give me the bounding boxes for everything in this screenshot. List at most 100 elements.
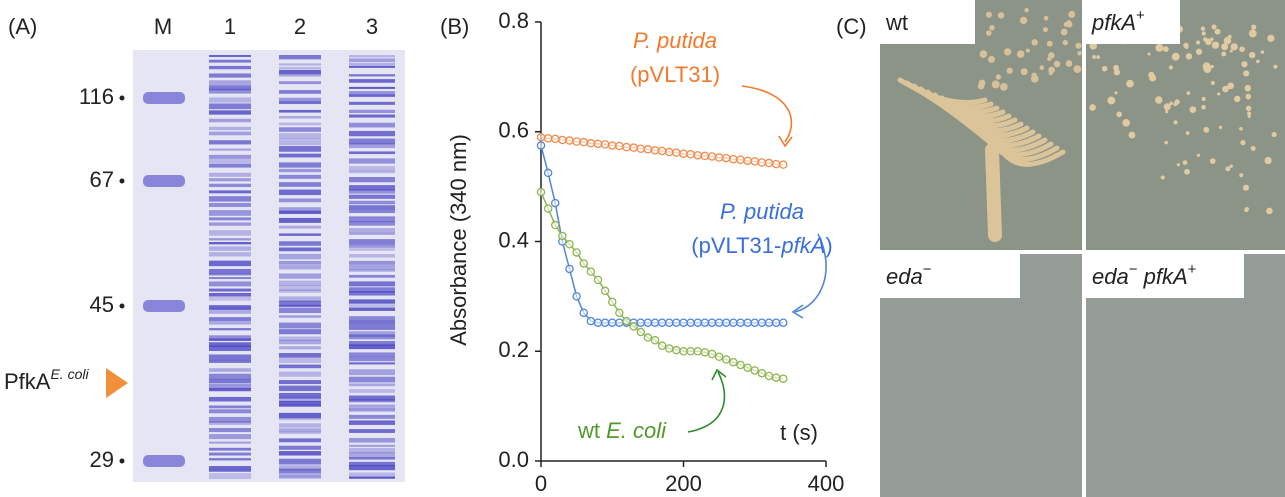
data-point bbox=[736, 155, 745, 164]
band bbox=[349, 291, 395, 296]
band bbox=[209, 252, 251, 257]
label-box bbox=[880, 254, 1020, 298]
lane-label: M bbox=[154, 14, 172, 39]
colony bbox=[1247, 111, 1252, 116]
band bbox=[279, 97, 321, 102]
annotation-text: E. coli bbox=[606, 418, 667, 443]
band bbox=[279, 210, 321, 215]
band bbox=[349, 461, 395, 467]
data-point bbox=[636, 327, 646, 337]
band bbox=[209, 328, 251, 331]
marker-band bbox=[143, 300, 185, 312]
band bbox=[349, 158, 395, 164]
colony bbox=[1229, 164, 1233, 168]
plate-label-part: − bbox=[1129, 261, 1138, 278]
colony bbox=[1241, 61, 1248, 68]
data-point bbox=[679, 149, 688, 158]
band bbox=[279, 182, 321, 187]
band bbox=[349, 320, 395, 325]
y-tick-label: 0.6 bbox=[498, 118, 529, 143]
band bbox=[279, 66, 321, 70]
y-tick-label: 0.0 bbox=[498, 447, 529, 472]
data-point bbox=[608, 297, 617, 307]
band bbox=[279, 225, 321, 229]
colony bbox=[1116, 111, 1123, 118]
data-point bbox=[679, 318, 688, 327]
colony bbox=[1239, 46, 1245, 53]
band bbox=[279, 63, 321, 66]
band bbox=[349, 210, 395, 214]
band bbox=[349, 404, 395, 408]
data-point bbox=[543, 204, 553, 213]
colony bbox=[1122, 119, 1131, 127]
marker-label: 29 bbox=[90, 447, 114, 472]
arrow bbox=[741, 85, 793, 143]
panel-label: (A) bbox=[8, 14, 37, 39]
band bbox=[279, 233, 321, 236]
plate-label-part: wt bbox=[885, 10, 908, 35]
band bbox=[209, 421, 251, 425]
plate-label: eda− pfkA+ bbox=[1092, 261, 1197, 289]
band bbox=[349, 122, 395, 128]
data-point bbox=[736, 318, 745, 327]
colony bbox=[1251, 24, 1257, 30]
data-point bbox=[771, 373, 781, 382]
colony bbox=[1205, 38, 1212, 46]
colony bbox=[1267, 34, 1275, 42]
data-point bbox=[622, 316, 631, 326]
data-point bbox=[572, 248, 581, 257]
data-point bbox=[722, 153, 731, 163]
data-point bbox=[700, 151, 710, 161]
colony bbox=[1042, 27, 1048, 33]
colony bbox=[1273, 64, 1278, 69]
band bbox=[209, 383, 251, 389]
band bbox=[209, 335, 251, 341]
colony bbox=[1155, 96, 1163, 104]
data-point bbox=[636, 318, 646, 327]
colony bbox=[1113, 64, 1119, 71]
data-point bbox=[615, 318, 624, 327]
colony bbox=[1019, 16, 1028, 25]
data-point bbox=[714, 352, 724, 361]
band bbox=[279, 371, 321, 377]
band bbox=[349, 58, 395, 62]
colony bbox=[985, 11, 992, 18]
band bbox=[279, 265, 321, 270]
data-point bbox=[665, 147, 674, 157]
colony bbox=[1165, 110, 1169, 114]
colony bbox=[1092, 55, 1096, 59]
band bbox=[279, 465, 321, 471]
data-point bbox=[565, 264, 574, 274]
band bbox=[349, 334, 395, 340]
data-point bbox=[736, 360, 745, 370]
colony bbox=[1039, 65, 1045, 71]
data-point bbox=[551, 198, 560, 208]
label-box bbox=[1086, 0, 1180, 44]
band bbox=[279, 307, 321, 314]
data-point bbox=[536, 132, 546, 142]
x-tick-label: 200 bbox=[665, 471, 702, 496]
colony bbox=[1147, 52, 1151, 56]
band bbox=[349, 281, 395, 287]
colony bbox=[1128, 131, 1136, 139]
band bbox=[209, 164, 251, 168]
data-point bbox=[750, 366, 760, 375]
colony bbox=[1185, 131, 1190, 135]
band bbox=[209, 447, 251, 451]
colony bbox=[997, 12, 1005, 19]
colony bbox=[1195, 40, 1201, 45]
band bbox=[349, 472, 395, 479]
band bbox=[209, 466, 251, 472]
band bbox=[349, 274, 395, 278]
band bbox=[349, 304, 395, 311]
marker-label: 116 bbox=[79, 84, 114, 109]
band bbox=[349, 62, 395, 68]
band bbox=[349, 254, 395, 258]
band bbox=[349, 389, 395, 393]
band bbox=[279, 69, 321, 75]
band bbox=[209, 321, 251, 325]
data-point bbox=[650, 336, 660, 345]
band bbox=[279, 458, 321, 465]
band bbox=[279, 260, 321, 265]
gel-bands bbox=[143, 55, 395, 479]
